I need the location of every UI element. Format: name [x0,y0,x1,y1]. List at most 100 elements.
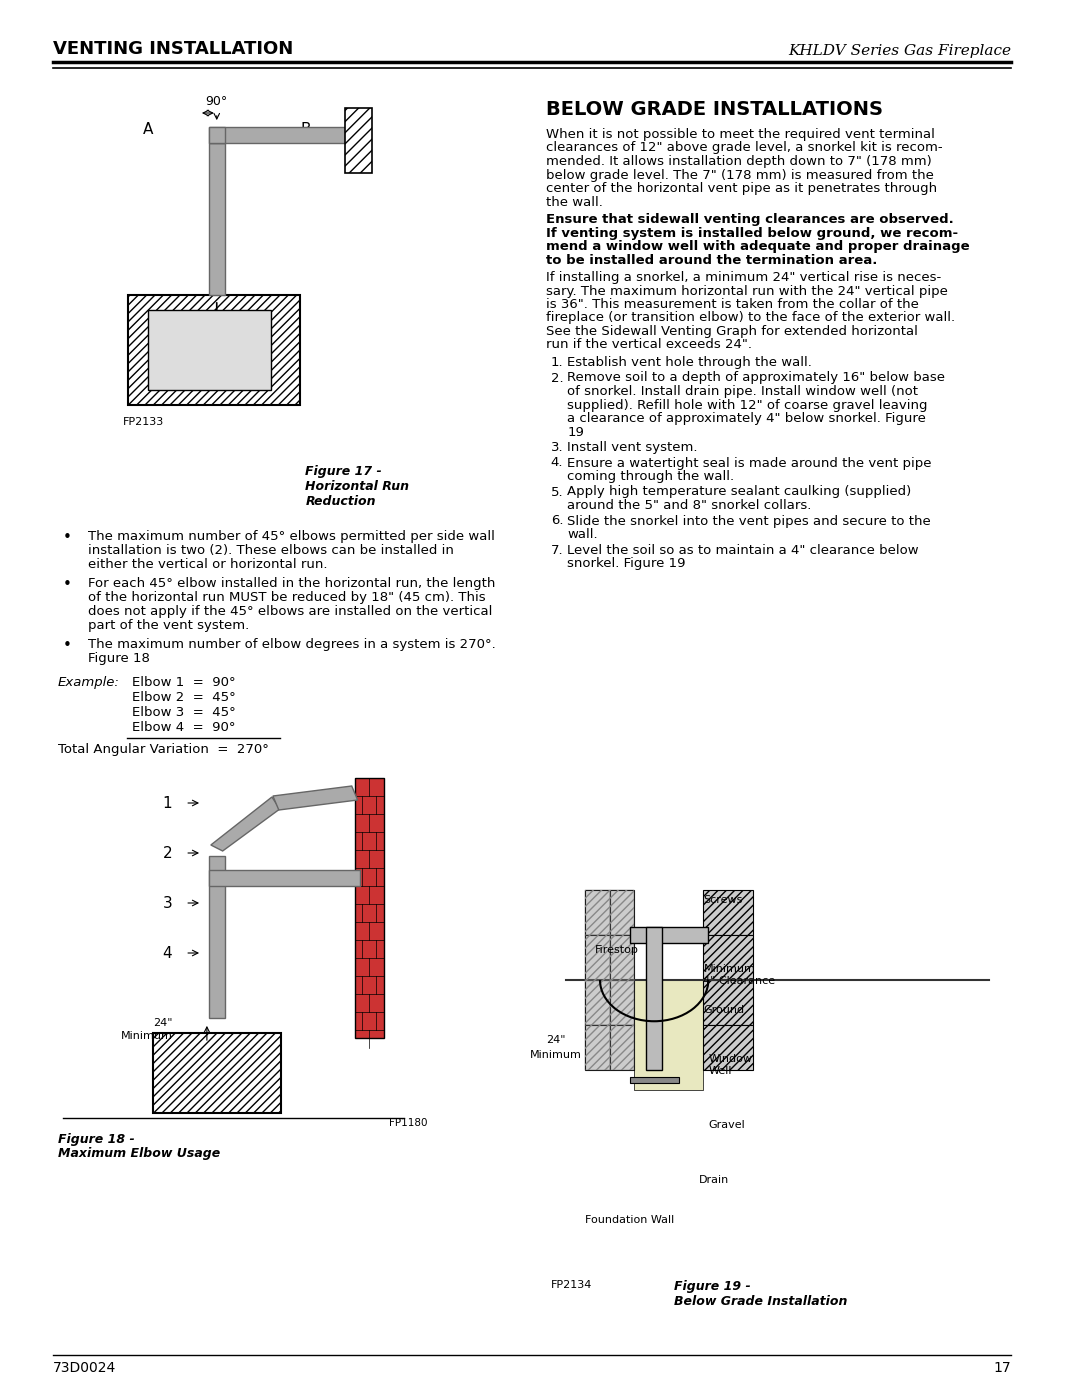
Text: around the 5" and 8" snorkel collars.: around the 5" and 8" snorkel collars. [567,499,812,511]
Bar [585,890,610,935]
Bar [703,1025,753,1070]
Text: part of the vent system.: part of the vent system. [87,619,248,631]
Bar [129,295,300,405]
Text: Remove soil to a depth of approximately 16" below base: Remove soil to a depth of approximately … [567,372,945,384]
Text: Elbow 4  =  90°: Elbow 4 = 90° [132,721,235,733]
Text: Figure 18: Figure 18 [87,652,149,665]
Bar [634,981,703,1090]
Bar [345,108,373,173]
Text: Apply high temperature sealant caulking (supplied): Apply high temperature sealant caulking … [567,486,912,499]
Text: Minimum: Minimum [121,1031,173,1041]
Text: Level the soil so as to maintain a 4" clearance below: Level the soil so as to maintain a 4" cl… [567,543,919,556]
Bar [585,981,610,1025]
Bar [585,1025,610,1070]
Text: FP2134: FP2134 [551,1280,592,1289]
Text: •: • [63,577,72,592]
Text: snorkel. Figure 19: snorkel. Figure 19 [567,557,686,570]
Text: 3.: 3. [551,441,564,454]
Text: Foundation Wall: Foundation Wall [585,1215,675,1225]
Text: FP2133: FP2133 [123,416,164,427]
Text: coming through the wall.: coming through the wall. [567,469,734,483]
Bar [610,935,634,981]
Text: 2.: 2. [551,372,564,384]
Text: wall.: wall. [567,528,598,541]
Text: See the Sidewall Venting Graph for extended horizontal: See the Sidewall Venting Graph for exten… [545,326,918,338]
Text: Elbow 2  =  45°: Elbow 2 = 45° [132,692,235,704]
Text: A: A [143,123,153,137]
Polygon shape [211,798,280,851]
Text: mend a window well with adequate and proper drainage: mend a window well with adequate and pro… [545,240,970,253]
Text: Drain: Drain [699,1175,729,1185]
Text: Slide the snorkel into the vent pipes and secure to the: Slide the snorkel into the vent pipes an… [567,514,931,528]
Text: 4: 4 [163,946,173,961]
Text: to be installed around the termination area.: to be installed around the termination a… [545,253,877,267]
Polygon shape [208,870,360,886]
Text: 3: 3 [163,895,173,911]
Text: Minimum: Minimum [529,1051,582,1060]
Bar [585,935,610,981]
Bar [610,981,634,1025]
Text: Minimum
4" Clearance: Minimum 4" Clearance [703,964,775,986]
Bar [646,928,662,1070]
Text: Example:: Example: [58,676,120,689]
Text: mended. It allows installation depth down to 7" (178 mm): mended. It allows installation depth dow… [545,155,932,168]
Polygon shape [208,142,225,295]
Text: Figure 17 -: Figure 17 - [306,465,382,478]
Bar [610,890,634,935]
Text: 7.: 7. [551,543,564,556]
Text: Figure 18 -: Figure 18 - [58,1133,135,1146]
Text: 24": 24" [545,1035,566,1045]
Text: of the horizontal run MUST be reduced by 18" (45 cm). This: of the horizontal run MUST be reduced by… [87,591,485,604]
Text: 5.: 5. [551,486,564,499]
Text: 90°: 90° [205,95,228,108]
Polygon shape [208,127,369,142]
Text: KHLDV Series Gas Fireplace: KHLDV Series Gas Fireplace [787,43,1011,59]
Bar [354,778,384,1038]
Bar [703,935,753,981]
Text: The maximum number of 45° elbows permitted per side wall: The maximum number of 45° elbows permitt… [87,529,495,543]
Bar [703,890,753,935]
Bar [610,935,634,981]
Text: Maximum Elbow Usage: Maximum Elbow Usage [58,1147,220,1160]
Bar [610,1025,634,1070]
Text: Elbow 3  =  45°: Elbow 3 = 45° [132,705,235,719]
Text: Reduction: Reduction [306,495,376,509]
Text: does not apply if the 45° elbows are installed on the vertical: does not apply if the 45° elbows are ins… [87,605,492,617]
Text: When it is not possible to meet the required vent terminal: When it is not possible to meet the requ… [545,129,934,141]
Text: 17: 17 [994,1361,1011,1375]
Text: 6.: 6. [551,514,564,528]
Text: 4.: 4. [551,457,564,469]
Text: Horizontal Run: Horizontal Run [306,481,409,493]
Text: •: • [63,638,72,652]
Bar [585,981,610,1025]
Text: Ensure that sidewall venting clearances are observed.: Ensure that sidewall venting clearances … [545,212,954,226]
Text: sary. The maximum horizontal run with the 24" vertical pipe: sary. The maximum horizontal run with th… [545,285,947,298]
Text: 1.: 1. [551,356,564,369]
Text: the wall.: the wall. [545,196,603,208]
Text: The maximum number of elbow degrees in a system is 270°.: The maximum number of elbow degrees in a… [87,638,496,651]
Text: •: • [63,529,72,545]
Text: below grade level. The 7" (178 mm) is measured from the: below grade level. The 7" (178 mm) is me… [545,169,934,182]
Bar [630,928,708,943]
Bar [585,1025,610,1070]
Text: installation is two (2). These elbows can be installed in: installation is two (2). These elbows ca… [87,543,454,557]
Text: 2: 2 [163,845,173,861]
Text: 10': 10' [229,334,248,346]
Text: If venting system is installed below ground, we recom-: If venting system is installed below gro… [545,226,958,239]
Bar [630,1077,679,1083]
Text: Ground: Ground [703,1004,744,1016]
Text: Establish vent hole through the wall.: Establish vent hole through the wall. [567,356,812,369]
Polygon shape [208,856,225,1018]
Text: Total Angular Variation  =  270°: Total Angular Variation = 270° [58,743,269,756]
Text: run if the vertical exceeds 24".: run if the vertical exceeds 24". [545,338,752,352]
Text: For each 45° elbow installed in the horizontal run, the length: For each 45° elbow installed in the hori… [87,577,495,590]
Text: B: B [300,123,311,137]
Text: BELOW GRADE INSTALLATIONS: BELOW GRADE INSTALLATIONS [545,101,882,119]
Text: Ensure a watertight seal is made around the vent pipe: Ensure a watertight seal is made around … [567,457,932,469]
Text: VENTING INSTALLATION: VENTING INSTALLATION [53,41,294,59]
Text: Install vent system.: Install vent system. [567,441,698,454]
Bar [610,981,634,1025]
Text: 73D0024: 73D0024 [53,1361,117,1375]
Text: Firestop: Firestop [595,944,639,956]
Text: fireplace (or transition elbow) to the face of the exterior wall.: fireplace (or transition elbow) to the f… [545,312,955,324]
